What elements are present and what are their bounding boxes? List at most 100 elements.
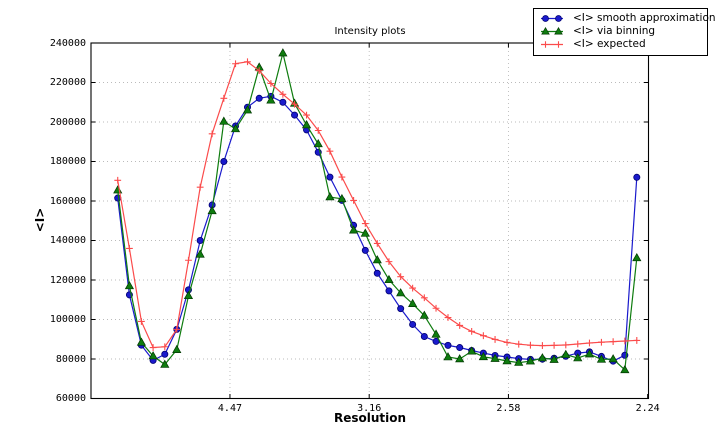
data-point-triangle <box>596 354 607 363</box>
data-point-plus <box>173 325 181 333</box>
data-point-triangle <box>195 249 205 258</box>
data-point-plus <box>550 341 558 349</box>
legend-sample-marker <box>554 27 563 35</box>
legend-item-smooth-approximation: <I> smooth approximation <box>539 12 716 25</box>
data-point-triangle <box>219 116 229 125</box>
data-point-plus <box>621 337 629 345</box>
data-point-plus <box>326 147 334 155</box>
chart-title: Intensity plots <box>334 26 406 37</box>
y-tick-label: 200000 <box>49 116 86 128</box>
y-tick-label: 160000 <box>49 195 86 207</box>
data-point-triangle <box>278 48 288 57</box>
data-point-triangle <box>124 281 135 290</box>
data-point-plus <box>444 314 452 321</box>
data-point-plus <box>267 80 275 87</box>
x-tick-label: 4.47 <box>217 403 242 414</box>
data-point-plus <box>539 342 546 349</box>
data-point-triangle <box>160 359 170 368</box>
data-point-triangle <box>620 364 630 374</box>
data-point-triangle <box>490 353 500 362</box>
data-point-triangle <box>301 120 312 129</box>
data-point-circle <box>279 98 287 106</box>
data-point-plus <box>503 339 511 346</box>
data-point-triangle <box>478 351 488 361</box>
x-tick-label: 2.24 <box>635 403 660 414</box>
data-point-plus <box>527 341 534 349</box>
data-point-triangle <box>372 255 382 264</box>
x-axis-label: Resolution <box>333 411 407 425</box>
legend-box: <I> smooth approximation <I> via binning… <box>533 8 716 56</box>
data-point-circle <box>196 236 204 244</box>
y-tick-label: 220000 <box>49 77 86 88</box>
y-tick-label: 140000 <box>49 235 86 246</box>
data-point-triangle <box>348 225 359 234</box>
data-point-plus <box>338 173 346 181</box>
y-tick-label: 80000 <box>55 353 86 365</box>
data-point-triangle <box>183 290 194 300</box>
data-point-triangle <box>584 349 595 358</box>
data-point-circle <box>161 350 169 358</box>
data-point-plus <box>291 100 298 108</box>
data-point-plus <box>586 339 593 347</box>
data-point-triangle <box>431 329 441 338</box>
data-point-triangle <box>396 288 406 297</box>
data-point-plus <box>208 130 216 138</box>
data-point-plus <box>161 343 169 351</box>
data-point-triangle <box>113 185 123 194</box>
data-point-triangle <box>242 105 253 114</box>
data-point-plus <box>220 94 228 102</box>
legend-label: <I> expected <box>573 38 646 50</box>
data-point-triangle <box>455 354 465 363</box>
series-line-plus <box>117 61 637 349</box>
data-point-triangle <box>549 354 559 363</box>
y-tick-label: 60000 <box>55 393 86 404</box>
data-point-plus <box>491 336 499 343</box>
data-point-plus <box>432 304 440 312</box>
x-tick-label: 3.16 <box>357 403 382 414</box>
data-point-triangle <box>313 139 323 148</box>
data-point-circle <box>633 173 641 181</box>
data-point-plus <box>373 240 381 247</box>
data-point-triangle <box>136 337 147 346</box>
data-point-triangle <box>608 354 618 363</box>
data-point-plus <box>350 197 357 204</box>
legend-label: <I> via binning <box>573 25 656 37</box>
data-point-circle <box>409 320 417 328</box>
data-point-triangle <box>514 357 524 366</box>
data-point-circle <box>397 305 405 313</box>
data-point-triangle <box>148 351 158 360</box>
data-point-plus <box>574 340 582 348</box>
data-point-triangle <box>419 310 429 319</box>
series-line-circle <box>117 95 638 362</box>
data-point-circle <box>361 246 369 254</box>
data-point-triangle <box>230 123 241 133</box>
data-point-triangle <box>207 205 217 215</box>
data-point-triangle <box>408 298 418 307</box>
data-point-plus <box>126 245 133 252</box>
data-point-plus <box>149 344 157 351</box>
data-point-plus <box>456 322 464 329</box>
data-point-triangle <box>325 192 335 201</box>
data-point-triangle <box>632 252 642 262</box>
legend-item-expected: <I> expected <box>539 38 702 51</box>
data-point-plus <box>385 258 393 266</box>
data-point-plus <box>409 284 417 292</box>
data-point-circle <box>220 157 228 165</box>
data-point-plus <box>255 67 263 75</box>
data-point-plus <box>468 327 476 335</box>
y-tick-label: 240000 <box>49 37 86 49</box>
legend-label: <I> smooth approximation <box>573 12 716 24</box>
data-point-triangle <box>502 356 512 365</box>
data-point-circle <box>291 111 299 119</box>
data-point-circle <box>255 94 263 102</box>
legend-sample-marker <box>542 41 549 48</box>
data-point-plus <box>609 338 617 346</box>
data-point-triangle <box>384 274 394 284</box>
legend-marker-triangle-icon <box>541 27 563 35</box>
data-point-plus <box>314 127 322 134</box>
data-point-plus <box>279 90 287 98</box>
legend-sample-marker <box>542 15 549 22</box>
data-point-plus <box>303 111 310 119</box>
data-point-plus <box>397 273 405 281</box>
